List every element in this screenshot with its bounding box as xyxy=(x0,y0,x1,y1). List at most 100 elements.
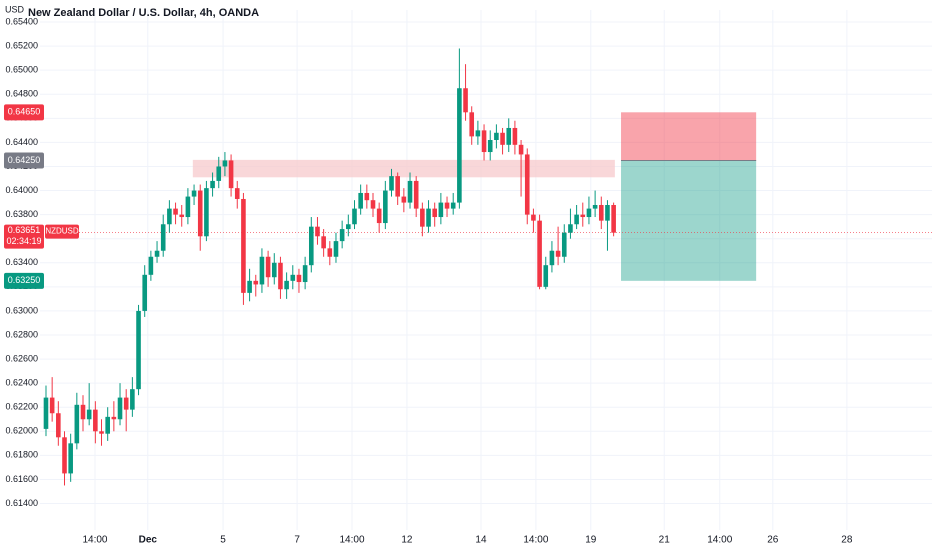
candle-body xyxy=(278,262,283,290)
y-tick-label: 0.61800 xyxy=(5,450,38,460)
candle-body xyxy=(197,190,203,237)
target-badge xyxy=(4,272,44,289)
candle-body xyxy=(531,214,536,221)
candle-body xyxy=(136,310,141,390)
candle-body xyxy=(259,256,265,285)
candle-body xyxy=(234,188,240,199)
x-tick-label: 26 xyxy=(767,535,779,546)
x-tick-label: 21 xyxy=(659,535,671,546)
candle-body xyxy=(105,416,110,434)
y-tick-label: 0.65000 xyxy=(5,65,38,75)
y-tick-label: 0.62200 xyxy=(5,402,38,412)
candle-body xyxy=(56,413,61,438)
chart-title: New Zealand Dollar / U.S. Dollar, 4h, OA… xyxy=(28,7,259,19)
labels: 0.61400 0.61600 0.61800 0.62000 0.62200 0.624… xyxy=(4,16,853,546)
candle-body xyxy=(555,250,561,257)
y-tick-label: 0.62400 xyxy=(5,378,38,388)
candle-body xyxy=(74,404,80,444)
currency-label: USD xyxy=(5,4,25,14)
stop-badge xyxy=(4,104,44,121)
candle-body xyxy=(302,265,308,283)
candle-body xyxy=(148,256,154,275)
candle-body xyxy=(358,192,363,209)
target-area xyxy=(621,160,757,281)
candle-body xyxy=(191,190,197,197)
resistance-zone xyxy=(192,159,615,178)
y-tick-label: 0.64400 xyxy=(5,137,38,147)
y-tick-label: 0.63000 xyxy=(5,305,38,315)
candle-body xyxy=(401,196,407,203)
y-tick-label: 0.62000 xyxy=(5,426,38,436)
candle-body xyxy=(86,409,92,420)
candle-body xyxy=(420,208,425,227)
candle-body xyxy=(216,166,222,181)
candle-body xyxy=(426,208,431,227)
last-price-label: 0.63651 xyxy=(8,225,41,235)
candle-body xyxy=(271,262,277,278)
symbol-label: NZDUSD xyxy=(45,227,79,236)
candle-body xyxy=(130,389,135,410)
candle-body xyxy=(389,176,394,191)
symbol-badge xyxy=(45,224,79,239)
candle-body xyxy=(407,180,413,203)
candle-body xyxy=(481,130,487,153)
candle-body xyxy=(352,208,357,225)
candle-body xyxy=(62,437,67,474)
candle-body xyxy=(123,397,129,410)
x-tick-label: 12 xyxy=(401,535,413,546)
candle-body xyxy=(327,248,333,257)
y-tick-label: 0.65400 xyxy=(5,16,38,26)
candle-body xyxy=(68,443,73,474)
x-tick-label: 28 xyxy=(841,535,853,546)
candle-body xyxy=(444,202,450,209)
candle-body xyxy=(605,205,610,221)
candle-body xyxy=(296,274,302,283)
candle-body xyxy=(592,205,598,209)
candle-body xyxy=(413,180,419,209)
candle-body xyxy=(339,229,345,242)
candle-body xyxy=(506,127,512,145)
candle-body xyxy=(543,265,549,287)
stop-badge-label: 0.64650 xyxy=(8,107,41,117)
y-tick-label: 0.64000 xyxy=(5,185,38,195)
candle-body xyxy=(265,256,271,278)
candle-body xyxy=(222,160,228,167)
candle-body xyxy=(518,144,524,155)
candle-body xyxy=(80,404,86,420)
candle-body xyxy=(463,88,468,113)
stop-area xyxy=(621,112,757,161)
candle-body xyxy=(500,132,505,145)
candle-body xyxy=(383,190,388,224)
candle-body xyxy=(241,198,246,293)
candle-body xyxy=(376,208,382,224)
candle-body xyxy=(333,241,339,257)
x-tick-label: 14:00 xyxy=(707,535,732,546)
candle-body xyxy=(580,214,586,218)
candle-body xyxy=(93,409,98,432)
candle-body xyxy=(179,214,185,218)
candle-body xyxy=(475,130,481,137)
x-tick-label: 14:00 xyxy=(523,535,548,546)
x-tick-label: Dec xyxy=(139,535,158,546)
y-tick-label: 0.62800 xyxy=(5,329,38,339)
y-tick-label: 0.64800 xyxy=(5,89,38,99)
candle-body xyxy=(370,200,376,209)
candle-body xyxy=(537,220,542,287)
candle-body xyxy=(512,127,518,145)
candle-body xyxy=(598,205,604,221)
entry-badge xyxy=(4,152,44,169)
candle-body xyxy=(185,196,191,218)
candle-body xyxy=(117,397,123,420)
candle-body xyxy=(167,208,172,225)
candle-body xyxy=(290,274,296,281)
candle-body xyxy=(395,176,400,197)
candle-body xyxy=(574,214,579,225)
candle-body xyxy=(204,188,209,237)
y-tick-label: 0.61600 xyxy=(5,474,38,484)
candle-body xyxy=(49,397,55,414)
candle-body xyxy=(43,397,49,429)
candle-body xyxy=(432,208,437,218)
candle-body xyxy=(321,236,326,249)
candle-body xyxy=(228,160,234,189)
candle-body xyxy=(253,280,259,285)
